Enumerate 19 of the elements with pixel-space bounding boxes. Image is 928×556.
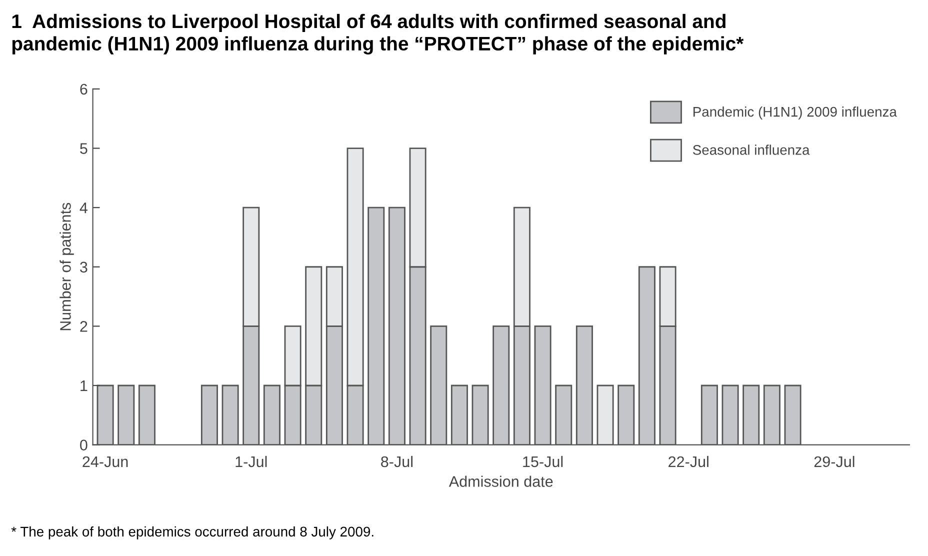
chart-title: 1 Admissions to Liverpool Hospital of 64 adults with confirmed seasonal and pandemic (H1N1) 2009 influenza during the “PROTECT” phase of the epidemic* (12, 14, 744, 54)
x-tick-label: 15-Jul (523, 456, 563, 468)
x-tick-label: 8-Jul (381, 456, 412, 468)
x-tick-label: 22-Jul (668, 456, 708, 468)
x-tick-label: 24-Jun (82, 456, 128, 468)
legend-label: Seasonal influenza (692, 144, 810, 155)
y-tick-label: 4 (80, 202, 88, 214)
y-tick-label: 6 (80, 84, 88, 95)
y-axis-title: Number of patients (60, 202, 74, 330)
y-tick-label: 0 (80, 440, 88, 450)
legend-label: Pandemic (H1N1) 2009 influenza (694, 106, 897, 120)
y-tick-label: 5 (80, 143, 88, 154)
x-axis-title: Admission date (448, 476, 553, 487)
y-tick-label: 2 (80, 321, 88, 332)
y-tick-label: 1 (80, 380, 88, 392)
y-tick-label: 3 (80, 262, 88, 273)
text: * The peak of both epidemics occurred around 8 July 2009. (11, 526, 374, 540)
x-tick-label: 1-Jul (236, 456, 267, 468)
x-tick-label: 29-Jul (814, 456, 854, 468)
